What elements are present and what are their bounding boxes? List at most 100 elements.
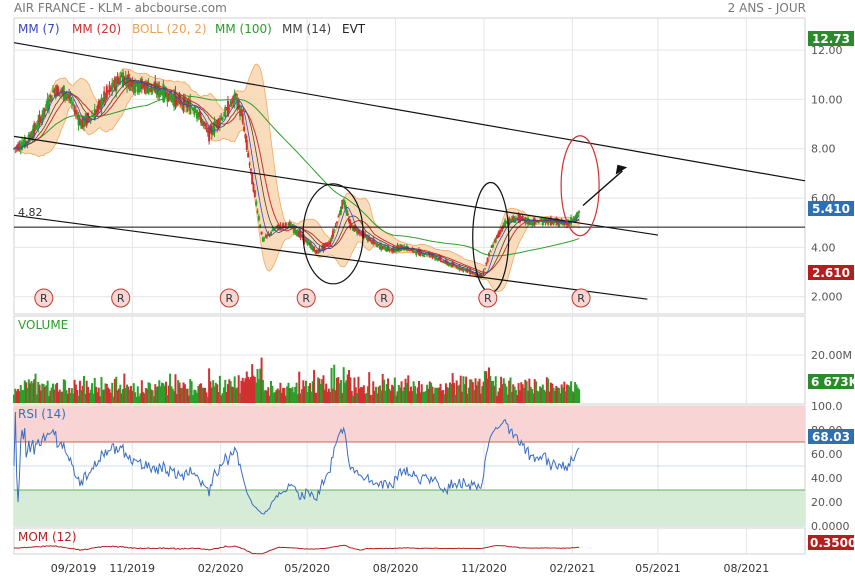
candle-body <box>428 252 431 257</box>
candle-body <box>34 125 37 129</box>
volume-bar <box>140 380 143 403</box>
candle-body <box>486 257 489 262</box>
candle-body <box>205 127 208 129</box>
volume-bar <box>116 390 119 403</box>
volume-bar <box>518 390 521 403</box>
volume-bar <box>493 385 496 403</box>
candle-body <box>339 206 342 214</box>
candle-body <box>112 82 115 87</box>
mom-title: MOM (12) <box>18 530 77 544</box>
event-marker-label: R <box>40 292 48 305</box>
volume-bar <box>14 388 17 403</box>
candle-body <box>177 98 180 101</box>
candle-body <box>400 244 403 249</box>
candle-body <box>298 230 301 238</box>
event-marker-icon <box>111 288 131 308</box>
volume-bar <box>339 380 342 403</box>
candle-body <box>309 242 312 246</box>
candle-body <box>439 257 442 262</box>
volume-bar <box>25 382 28 403</box>
volume-bar <box>278 389 281 403</box>
volume-bar <box>89 389 92 403</box>
volume-bar <box>92 393 95 403</box>
candle-body <box>80 121 83 129</box>
candle-body <box>514 217 517 220</box>
volume-bar <box>327 388 330 403</box>
volume-bar <box>564 391 567 403</box>
candle-body <box>454 265 457 267</box>
volume-bar <box>374 386 377 403</box>
volume-bar <box>366 386 369 403</box>
candle-body <box>222 115 225 117</box>
candle-body <box>459 267 462 270</box>
volume-bar <box>237 375 240 403</box>
candle-body <box>317 249 320 254</box>
candle-body <box>564 222 567 224</box>
volume-bar <box>535 381 538 403</box>
candle-body <box>25 141 28 144</box>
volume-bar <box>416 387 419 403</box>
volume-bar <box>241 377 244 403</box>
candle-body <box>442 260 445 263</box>
candle-body <box>435 257 438 259</box>
candle-body <box>46 98 49 111</box>
volume-bar <box>163 385 166 403</box>
candle-body <box>372 238 375 244</box>
volume-bar <box>372 381 375 403</box>
candle-body <box>287 224 290 226</box>
volume-bar <box>240 380 243 403</box>
volume-bar <box>352 395 355 403</box>
volume-bar <box>323 389 326 403</box>
volume-bar <box>451 373 454 403</box>
volume-bar <box>424 391 427 403</box>
volume-bar <box>57 391 60 403</box>
candle-body <box>143 84 146 89</box>
candle-body <box>259 224 262 228</box>
volume-bar <box>338 383 341 403</box>
volume-bar <box>182 382 185 403</box>
volume-bar <box>218 375 221 403</box>
volume-bar <box>474 378 477 403</box>
candle-body <box>150 83 153 92</box>
volume-bar <box>457 385 460 403</box>
candle-body <box>166 94 169 102</box>
volume-bar <box>108 389 111 403</box>
candle-body <box>18 143 21 150</box>
candle-body <box>313 246 316 252</box>
candle-body <box>191 108 194 111</box>
candle-body <box>62 85 65 101</box>
candle-body <box>330 237 333 242</box>
candle-body <box>175 96 178 106</box>
candle-body <box>357 229 360 234</box>
volume-bar <box>193 389 196 403</box>
candle-body <box>369 237 372 241</box>
candle-body <box>333 229 336 231</box>
candle-body <box>13 148 15 150</box>
volume-bar <box>300 389 303 403</box>
x-tick-label: 08/2021 <box>724 562 770 575</box>
arrow-head <box>615 164 628 175</box>
volume-bar <box>342 367 345 403</box>
candle-body <box>88 118 91 120</box>
volume-bar <box>247 376 250 403</box>
volume-bar <box>317 377 320 403</box>
volume-bar <box>112 396 115 403</box>
y-tick-label: 10.00 <box>811 93 843 106</box>
candle-body <box>193 107 196 115</box>
candle-body <box>272 229 275 231</box>
candle-body <box>518 214 521 223</box>
candle-body <box>278 226 281 231</box>
candle-body <box>73 110 76 112</box>
candle-body <box>244 133 247 139</box>
volume-bar <box>239 393 242 403</box>
candle-body <box>135 81 138 85</box>
volume-bar <box>466 393 469 403</box>
candle-body <box>443 261 446 264</box>
volume-bar <box>440 390 443 403</box>
candle-body <box>140 78 143 89</box>
volume-bar <box>346 374 349 403</box>
volume-bar <box>169 373 172 403</box>
candle-body <box>559 221 562 225</box>
candle-body <box>190 107 193 109</box>
volume-bar <box>443 394 446 403</box>
